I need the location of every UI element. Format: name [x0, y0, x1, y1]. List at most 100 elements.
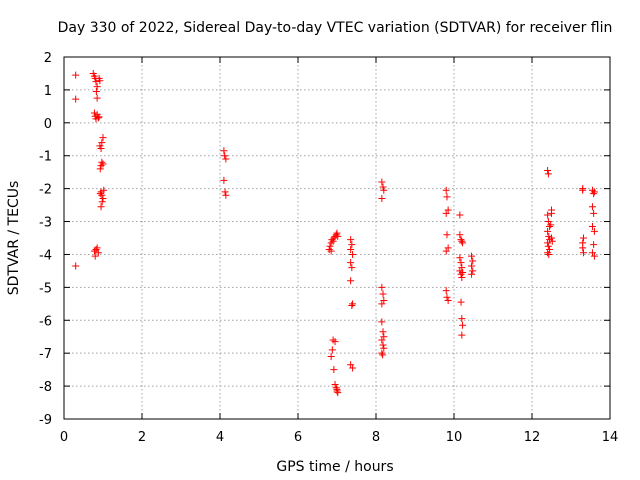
data-point — [378, 283, 386, 291]
data-point — [98, 191, 106, 199]
data-point — [72, 262, 80, 270]
data-point — [548, 209, 555, 217]
data-point — [378, 318, 386, 326]
data-point — [94, 114, 102, 122]
y-tick-label: -7 — [39, 347, 52, 362]
data-point — [548, 234, 555, 242]
data-point — [544, 167, 552, 175]
data-point — [378, 300, 386, 308]
data-point — [327, 352, 335, 360]
data-point — [579, 234, 587, 242]
data-point — [327, 247, 335, 255]
data-point — [349, 250, 357, 258]
data-point — [331, 380, 339, 388]
y-tick-label: -1 — [39, 150, 52, 165]
data-point — [457, 236, 465, 244]
data-point — [348, 241, 356, 249]
data-point — [333, 229, 341, 237]
data-point — [590, 241, 598, 249]
y-tick-label: -8 — [39, 380, 52, 395]
data-point — [98, 158, 106, 166]
data-point — [349, 300, 357, 308]
x-tick-label: 6 — [294, 430, 302, 445]
data-point — [544, 239, 552, 247]
data-point — [331, 338, 339, 346]
data-point — [332, 231, 340, 239]
data-point — [444, 244, 452, 252]
data-point — [326, 242, 334, 250]
x-tick-label: 4 — [216, 430, 224, 445]
data-point — [590, 227, 598, 235]
data-point — [221, 152, 229, 160]
data-point — [380, 297, 388, 305]
data-point — [97, 203, 105, 211]
data-point — [378, 195, 386, 203]
x-tick-label: 10 — [446, 430, 463, 445]
data-point — [379, 328, 387, 336]
x-tick-label: 14 — [602, 430, 619, 445]
data-point — [220, 147, 228, 155]
data-point — [334, 389, 342, 397]
data-point — [347, 246, 355, 254]
grid-lines — [64, 57, 610, 419]
data-point — [100, 186, 108, 194]
data-point — [333, 385, 341, 393]
data-point — [380, 344, 388, 352]
data-point — [588, 203, 596, 211]
data-point — [378, 178, 386, 186]
data-points — [72, 69, 598, 397]
data-point — [378, 336, 386, 344]
data-point — [442, 186, 450, 194]
plot-frame — [63, 56, 611, 420]
data-point — [444, 297, 452, 305]
data-point — [347, 277, 355, 285]
data-point — [330, 366, 338, 374]
data-point — [90, 247, 98, 255]
data-point — [96, 190, 104, 198]
x-tick-label: 8 — [372, 430, 380, 445]
y-tick-label: -9 — [39, 413, 52, 428]
y-tick-label: 0 — [44, 117, 52, 132]
data-point — [458, 273, 466, 281]
data-point — [468, 252, 476, 260]
data-point — [99, 195, 107, 203]
data-point — [590, 209, 598, 217]
x-axis-label: GPS time / hours — [276, 459, 393, 475]
data-point — [348, 264, 356, 272]
data-point — [544, 170, 552, 178]
data-point — [380, 333, 388, 341]
data-point — [349, 364, 357, 372]
data-point — [72, 71, 80, 79]
data-point — [93, 83, 101, 91]
data-point — [347, 259, 355, 267]
data-point — [579, 249, 587, 257]
data-point — [96, 77, 104, 85]
data-point — [220, 176, 228, 184]
data-point — [442, 287, 450, 295]
y-tick-label: -3 — [39, 216, 52, 231]
data-point — [99, 160, 107, 168]
data-point — [378, 349, 386, 357]
data-point — [590, 190, 598, 198]
chart-title: Day 330 of 2022, Sidereal Day-to-day VTE… — [58, 20, 613, 36]
data-point — [443, 231, 451, 239]
data-point — [379, 351, 387, 359]
data-point — [459, 321, 467, 329]
data-point — [459, 239, 467, 247]
data-point — [222, 191, 230, 199]
x-tick-label: 2 — [138, 430, 146, 445]
data-point — [380, 186, 388, 194]
data-point — [590, 252, 598, 260]
data-point — [92, 246, 100, 254]
data-point — [469, 257, 477, 265]
data-point — [457, 270, 465, 278]
data-point — [544, 242, 552, 250]
data-point — [456, 211, 464, 219]
data-point — [545, 250, 553, 258]
data-point — [444, 206, 452, 214]
data-point — [347, 236, 355, 244]
data-point — [443, 293, 451, 301]
data-point — [334, 232, 342, 240]
data-point — [93, 94, 101, 102]
